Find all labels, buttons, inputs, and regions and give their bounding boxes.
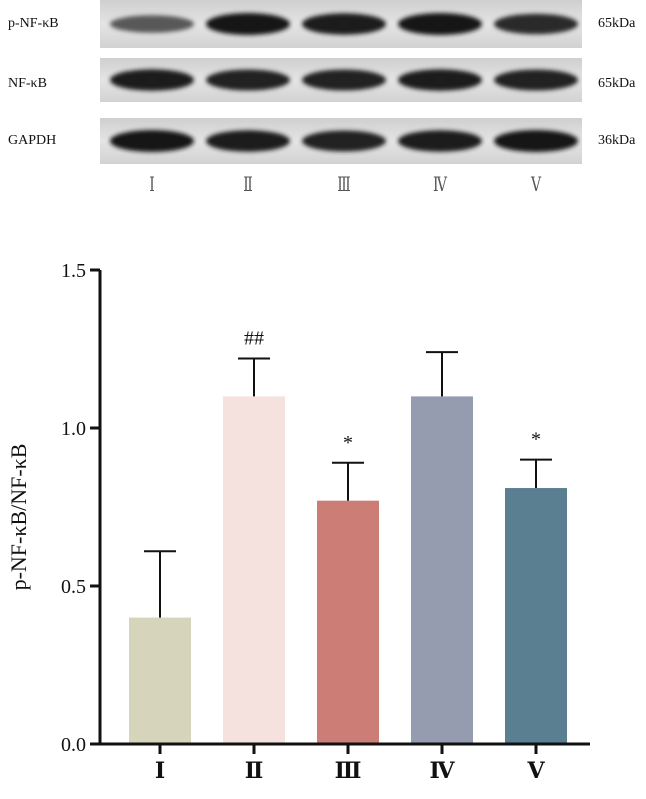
y-tick-label: 0.5: [61, 576, 86, 598]
blot-image: [100, 0, 582, 164]
significance-marker: ##: [244, 327, 264, 349]
blot-band: [206, 13, 290, 35]
bar-group: *: [317, 432, 379, 743]
x-tick-label: Ⅳ: [430, 758, 456, 783]
blot-band: [302, 69, 386, 91]
blot-lane-label: Ⅰ: [149, 174, 155, 196]
blot-band: [398, 13, 482, 35]
significance-marker: *: [531, 429, 541, 451]
blot-lane-label: Ⅱ: [243, 174, 253, 196]
blot-lane-label: Ⅳ: [433, 174, 447, 196]
x-tick-label: Ⅲ: [335, 758, 362, 783]
bar-group: ##: [223, 327, 285, 743]
bar: [317, 500, 379, 743]
blot-band: [110, 130, 194, 152]
blot-band: [494, 69, 578, 91]
bar: [411, 396, 473, 743]
blot-band: [206, 130, 290, 152]
y-tick-label: 1.5: [61, 260, 86, 282]
bar: [129, 617, 191, 743]
blot-band: [494, 13, 578, 35]
x-tick-label: Ⅱ: [245, 758, 264, 783]
blot-molecular-weight: 65kDa: [598, 76, 636, 91]
blot-lane-label: Ⅲ: [337, 174, 351, 196]
blot-band: [110, 15, 194, 33]
bar: [223, 396, 285, 743]
y-axis-label: p-NF-κB/NF-κB: [6, 444, 31, 591]
blot-row-label: NF-κB: [8, 76, 47, 91]
bar-group: [411, 351, 473, 743]
blot-band: [398, 130, 482, 152]
bar-chart: 0.0 0.5 1.0 1.5 p-NF-κB/NF-κB Ⅰ Ⅱ Ⅲ Ⅳ Ⅴ ## * *: [0, 230, 646, 794]
western-blot-panel: p-NF-κB NF-κB GAPDH 65kDa 65kDa 36kDa Ⅰ …: [0, 0, 646, 215]
blot-band: [302, 13, 386, 35]
chart-canvas: 0.0 0.5 1.0 1.5 p-NF-κB/NF-κB Ⅰ Ⅱ Ⅲ Ⅳ Ⅴ ## * *: [6, 260, 590, 783]
y-tick-label: 1.0: [61, 418, 86, 440]
bar: [505, 488, 567, 743]
blot-band: [398, 69, 482, 91]
blot-row-label: GAPDH: [8, 133, 57, 148]
blot-row-label: p-NF-κB: [8, 16, 59, 31]
blot-lane-label: Ⅴ: [530, 174, 542, 196]
blot-band: [110, 69, 194, 91]
y-tick-label: 0.0: [61, 734, 86, 756]
blot-band: [302, 130, 386, 152]
blot-molecular-weight: 36kDa: [598, 133, 636, 148]
bar-group: *: [505, 429, 567, 743]
blot-band: [494, 130, 578, 152]
x-tick-label: Ⅴ: [526, 758, 545, 783]
axes: 0.0 0.5 1.0 1.5 p-NF-κB/NF-κB Ⅰ Ⅱ Ⅲ Ⅳ Ⅴ: [6, 260, 590, 783]
significance-marker: *: [343, 432, 353, 454]
bar-group: [129, 550, 191, 743]
x-tick-label: Ⅰ: [155, 758, 165, 783]
blot-molecular-weight: 65kDa: [598, 16, 636, 31]
blot-band: [206, 69, 290, 91]
